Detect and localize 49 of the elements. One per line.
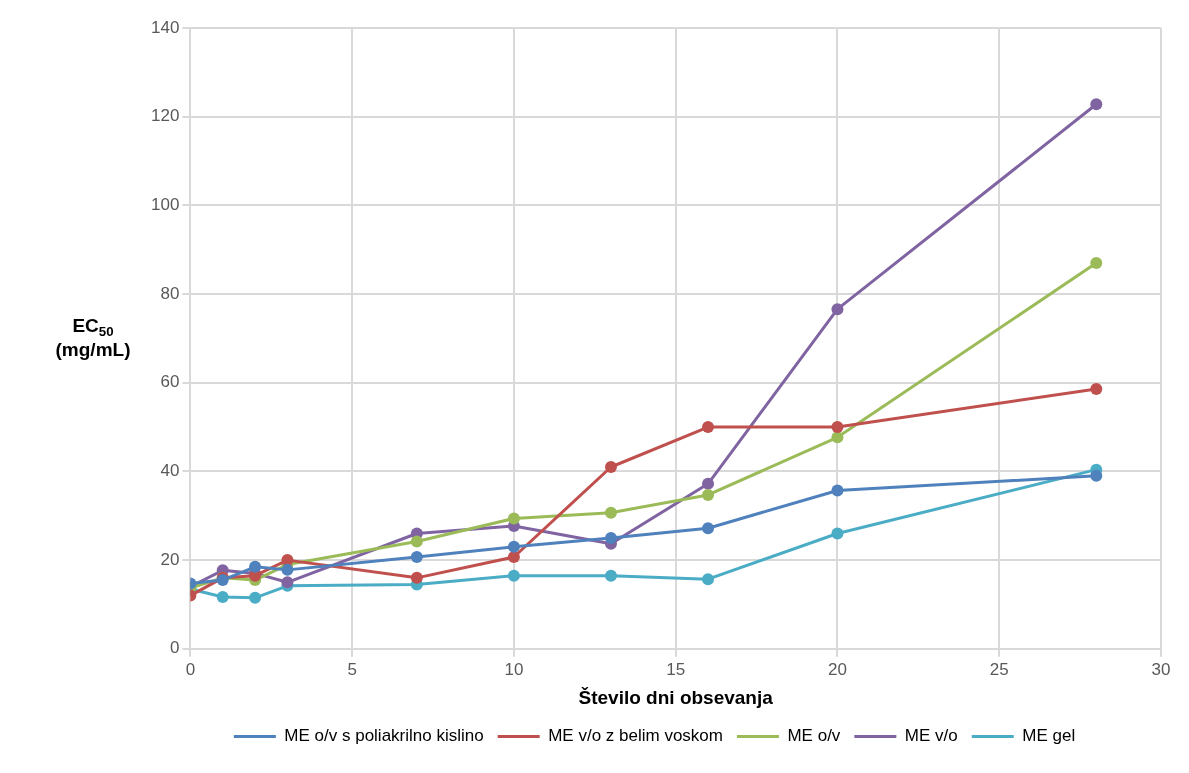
- legend-label: ME gel: [1022, 726, 1076, 746]
- point: [1090, 382, 1103, 395]
- y-tick-label: 0: [169, 638, 180, 658]
- legend-label: ME v/o z belim voskom: [548, 726, 723, 746]
- x-tick-label: 25: [989, 659, 1009, 679]
- point: [702, 477, 715, 490]
- x-tick-label: 20: [827, 659, 847, 679]
- point: [281, 563, 294, 576]
- point: [249, 591, 262, 604]
- y-tick-label: 120: [150, 106, 180, 126]
- point: [410, 551, 423, 564]
- x-tick-label: 30: [1151, 659, 1171, 679]
- legend-label: ME v/o: [904, 726, 958, 746]
- x-tick-label: 15: [666, 659, 686, 679]
- point: [604, 569, 617, 582]
- point: [702, 488, 715, 501]
- y-tick-label: 40: [160, 461, 180, 481]
- point: [249, 560, 262, 573]
- point: [702, 573, 715, 586]
- y-tick-label: 20: [160, 549, 180, 569]
- point: [1090, 469, 1103, 482]
- x-tick-label: 0: [185, 659, 196, 679]
- point: [604, 531, 617, 544]
- y-tick-label: 100: [150, 195, 180, 215]
- y-tick-label: 60: [160, 372, 180, 392]
- point: [702, 522, 715, 535]
- point: [216, 590, 229, 603]
- point: [507, 551, 520, 564]
- point: [831, 527, 844, 540]
- point: [507, 569, 520, 582]
- x-axis-title: Število dni obsevanja: [578, 686, 774, 708]
- legend-label: ME o/v s poliakrilno kislino: [284, 726, 484, 746]
- point: [831, 421, 844, 434]
- point: [1090, 98, 1103, 111]
- point: [507, 540, 520, 553]
- y-tick-label: 80: [160, 283, 180, 303]
- point: [1090, 257, 1103, 270]
- x-tick-label: 10: [504, 659, 524, 679]
- point: [410, 535, 423, 548]
- point: [831, 303, 844, 316]
- point: [702, 421, 715, 434]
- point: [604, 460, 617, 473]
- x-tick-label: 5: [347, 659, 357, 679]
- point: [604, 506, 617, 519]
- point: [410, 571, 423, 584]
- point: [507, 512, 520, 525]
- y-tick-label: 140: [150, 17, 180, 37]
- point: [831, 484, 844, 497]
- legend-label: ME o/v: [787, 726, 841, 746]
